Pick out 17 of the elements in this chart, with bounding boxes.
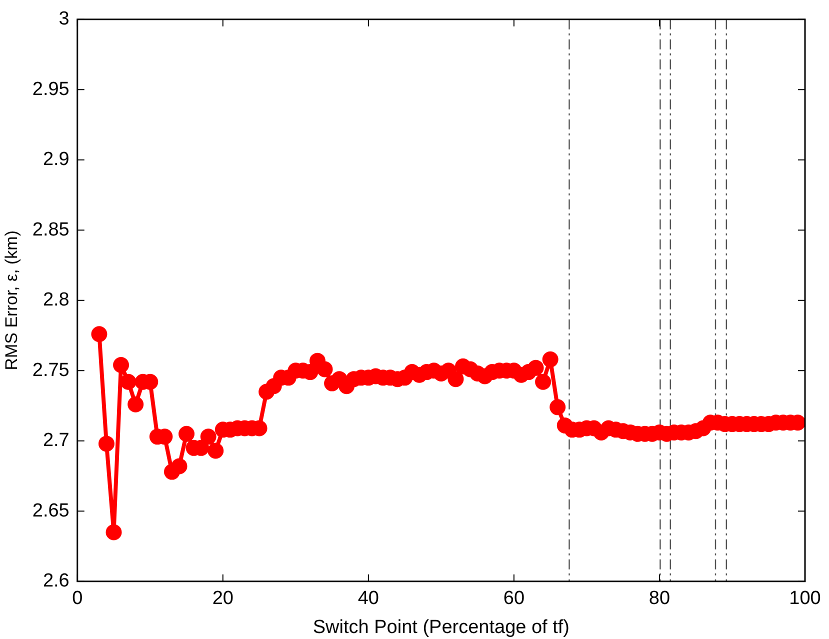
y-tick-label: 2.6 (42, 570, 70, 592)
y-axis-title: RMS Error, ε, (km) (2, 230, 21, 370)
y-tick-label: 2.65 (32, 500, 70, 522)
x-axis-title: Switch Point (Percentage of tf) (312, 616, 570, 638)
y-tick-label: 2.7 (42, 430, 70, 452)
x-tick-label: 20 (212, 588, 234, 610)
x-tick-label: 60 (503, 588, 525, 610)
x-tick-label: 40 (358, 588, 379, 610)
y-tick-label: 2.85 (32, 219, 70, 240)
x-tick-label: 100 (789, 588, 821, 610)
x-tick-label: 0 (72, 588, 83, 610)
x-tick-label: 80 (648, 588, 670, 610)
y-tick-label: 2.75 (32, 360, 70, 381)
y-tick-label: 2.9 (42, 149, 70, 170)
y-tick-label: 3 (58, 8, 70, 30)
y-tick-label: 2.95 (32, 78, 70, 100)
y-tick-label: 2.8 (42, 290, 70, 311)
